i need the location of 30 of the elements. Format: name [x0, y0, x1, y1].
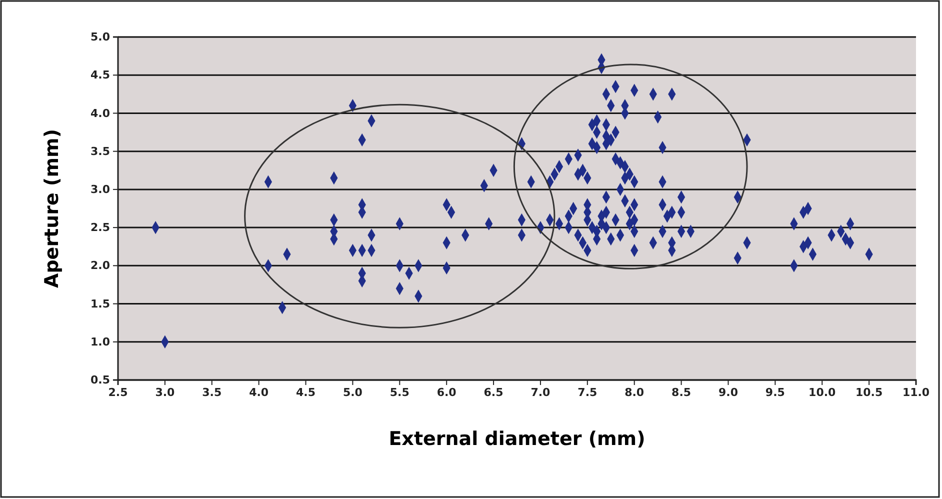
y-tick-label: 4.0	[90, 106, 110, 120]
x-tick-label: 9.5	[765, 386, 785, 399]
x-tick-label: 3.5	[202, 386, 222, 399]
x-tick-label: 8.5	[672, 386, 692, 399]
y-tick-label: 1.5	[90, 297, 110, 310]
x-tick-label: 5.0	[342, 386, 363, 399]
y-tick-label: 2.0	[90, 259, 110, 272]
y-tick-label: 4.5	[90, 68, 110, 82]
x-tick-label: 7.0	[530, 386, 551, 399]
x-tick-label: 7.5	[578, 386, 598, 399]
x-tick-label: 3.0	[155, 386, 176, 399]
x-tick-label: 9.0	[718, 386, 738, 399]
y-tick-label: 2.5	[90, 221, 110, 234]
y-tick-label: 3.5	[90, 144, 110, 158]
x-tick-label: 4.5	[296, 386, 316, 399]
y-tick-label: 0.5	[90, 374, 110, 387]
y-tick-label: 5.0	[90, 30, 110, 44]
x-tick-label: 4.0	[249, 386, 269, 399]
x-axis-title: External diameter (mm)	[388, 428, 646, 450]
x-tick-label: 10.0	[808, 386, 836, 399]
x-tick-label: 8.0	[624, 386, 644, 399]
x-tick-label: 11.0	[902, 386, 930, 399]
x-tick-label: 5.5	[390, 386, 410, 399]
x-tick-label: 10.5	[855, 386, 883, 399]
y-tick-label: 1.0	[90, 335, 110, 348]
x-tick-label: 6.5	[484, 386, 504, 399]
x-tick-label: 6.0	[436, 386, 457, 399]
y-axis-title: Aperture (mm)	[41, 128, 63, 288]
x-tick-label: 2.5	[108, 386, 128, 399]
y-tick-label: 3.0	[90, 182, 110, 196]
